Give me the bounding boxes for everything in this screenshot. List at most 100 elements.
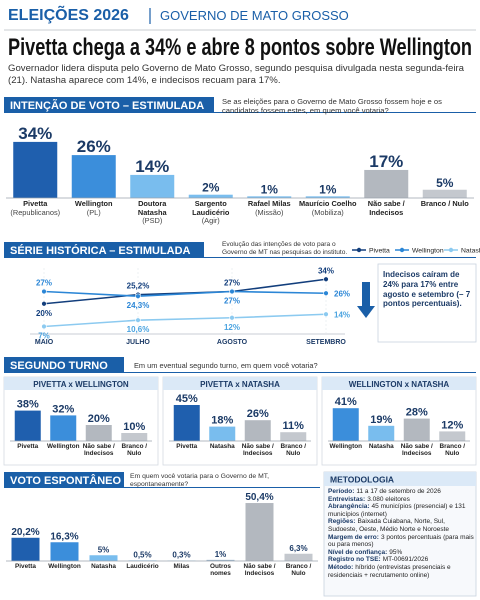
panel-header	[4, 377, 158, 390]
category-label-box: Não sabe / Indecisos	[400, 443, 433, 458]
series-point	[135, 317, 141, 323]
category-name: Não sabe / Indecisos	[241, 443, 274, 458]
annotation-arrow	[357, 282, 375, 318]
category-label: Branco / Nulo	[276, 443, 312, 458]
category-label: Branco / Nulo	[279, 563, 318, 578]
category-name: Branco / Nulo	[439, 443, 466, 458]
category-label: Doutora Natasha (PSD)	[123, 200, 182, 226]
category-name: Sargento Laudicério	[192, 200, 230, 217]
category-name: Não sabe / Indecisos	[82, 443, 115, 458]
category-name: Wellington	[329, 443, 363, 450]
category-name: Pivetta	[176, 443, 198, 450]
category-label-box: Pivetta	[176, 443, 198, 450]
x-tick-label: SETEMBRO	[306, 339, 346, 346]
value-label: 20,2%	[11, 527, 39, 538]
category-label: Não sabe / Indecisos	[357, 200, 416, 217]
bar	[121, 433, 148, 441]
category-label-box: Não sabe / Indecisos	[241, 443, 274, 458]
category-label-box: Laudicério	[126, 563, 158, 570]
point-label: 27%	[224, 297, 240, 306]
category-name: Branco / Nulo	[285, 563, 312, 578]
methodology-text: híbrido (entrevistas presenciais e resid…	[328, 563, 451, 579]
bar	[50, 415, 77, 441]
methodology-frame	[323, 471, 477, 597]
bar	[188, 194, 233, 198]
methodology-list: Período: 11 a 17 de setembro de 2026 Entre…	[328, 488, 474, 579]
bar	[13, 141, 58, 198]
value-label: 14%	[135, 157, 169, 176]
bar	[368, 425, 395, 441]
methodology-item: Período: 11 a 17 de setembro de 2026	[328, 488, 474, 496]
value-label: 18%	[211, 415, 233, 427]
methodology-label: Margem de erro:	[328, 533, 379, 541]
bar	[130, 174, 175, 198]
series-point	[135, 293, 141, 299]
value-label: 41%	[335, 396, 357, 408]
category-label-box: Maurício Coelho(Mobiliza)	[299, 200, 358, 217]
value-label: 6,3%	[289, 544, 307, 553]
methodology-list-box: Período: 11 a 17 de setembro de 2026Entre…	[328, 488, 474, 579]
value-label: 1%	[261, 182, 279, 196]
legend-label: Natasha	[461, 248, 480, 255]
point-label: 14%	[334, 310, 350, 319]
category-name: Não sabe / Indecisos	[400, 443, 433, 458]
value-label: 0,3%	[172, 551, 190, 560]
category-label: Natasha	[84, 563, 123, 570]
question: Em quem você votaria para o Governo de M…	[130, 473, 270, 488]
value-label: 0,5%	[133, 550, 151, 559]
category-label: Wellington	[46, 443, 82, 450]
lede-box: Governador lidera disputa pelo Governo d…	[8, 63, 464, 86]
bar	[280, 432, 307, 441]
category-label: Wellington	[45, 563, 84, 570]
value-label: 26%	[77, 137, 111, 156]
value-label: 5%	[436, 176, 454, 190]
bar	[284, 553, 313, 561]
category-name: Wellington	[74, 200, 113, 208]
value-label: 10%	[123, 421, 145, 433]
legend-label: Pivetta	[369, 248, 390, 255]
category-label-box: Branco / Nulo	[121, 443, 147, 457]
category-label: Wellington (PL)	[65, 200, 124, 217]
bar	[71, 155, 116, 198]
category-note: (PSD)	[142, 216, 163, 226]
category-label-box: Doutora Natasha(PSD)	[123, 200, 182, 226]
series-line	[43, 313, 327, 328]
lede: Governador lidera disputa pelo Governo d…	[8, 63, 464, 86]
panel-header	[163, 377, 317, 390]
category-name: Wellington	[46, 443, 80, 450]
point-label: 10,6%	[127, 325, 150, 334]
value-label: 38%	[17, 399, 39, 411]
methodology-item: Margem de erro: 3 pontos percentuais (par…	[328, 534, 474, 549]
category-label-box: Wellington	[329, 443, 363, 450]
bar	[14, 410, 41, 441]
series-point	[41, 288, 47, 295]
category-label-box: Outros nomes	[210, 563, 231, 577]
category-label: Maurício Coelho (Mobiliza)	[299, 200, 358, 217]
value-label: 1%	[215, 550, 227, 559]
value-label: 11%	[283, 420, 305, 432]
category-name: Pivetta	[15, 563, 36, 570]
section-header	[4, 357, 124, 373]
legend-dot	[356, 247, 362, 253]
methodology-label: Entrevistas:	[328, 495, 366, 503]
category-label-box: Natasha	[210, 443, 235, 450]
series-point	[323, 290, 329, 296]
panel-title: WELLINGTON x NATASHA	[349, 380, 450, 389]
section-title: SEGUNDO TURNO	[10, 360, 108, 372]
value-label: 20%	[88, 413, 110, 425]
category-name: Branco / Nulo	[280, 443, 307, 458]
series-point	[41, 323, 47, 330]
category-name: Não sabe / Indecisos	[367, 200, 405, 217]
point-label: 27%	[224, 279, 240, 288]
methodology-label: Registro no TSE:	[328, 556, 381, 564]
panel-title: PIVETTA x WELLINGTON	[33, 380, 129, 389]
series-point	[323, 276, 329, 282]
panel-header	[322, 377, 476, 390]
category-label: Rafael Milas (Missão)	[240, 200, 299, 217]
bar	[247, 196, 292, 198]
category-label: Milas	[162, 563, 201, 570]
series-subtitle: Evolução das intenções de voto para o Go…	[222, 241, 348, 256]
category-label-box: Branco / Nulo	[279, 563, 318, 578]
methodology-title: METODOLOGIA	[330, 475, 394, 485]
